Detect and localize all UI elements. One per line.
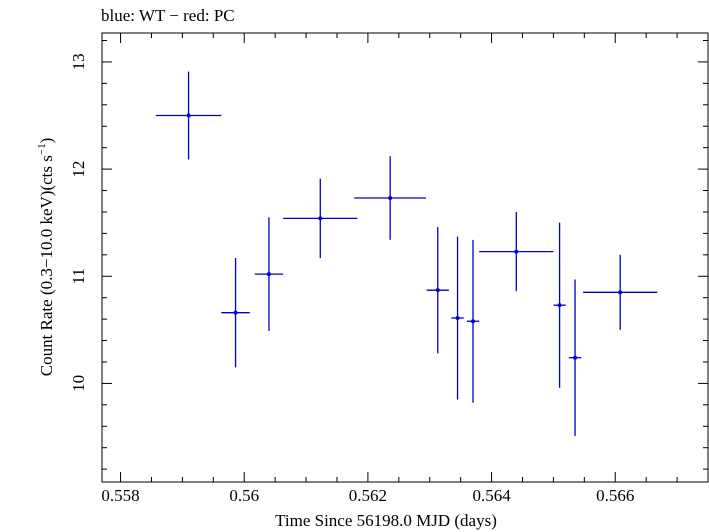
data-point [568, 279, 582, 436]
chart-title: blue: WT − red: PC [101, 6, 235, 25]
y-tick-label: 10 [69, 375, 88, 392]
point-marker [455, 316, 460, 321]
data-point [426, 226, 449, 354]
y-axis-label-sup: −1 [36, 143, 48, 155]
point-marker [186, 113, 191, 118]
data-point [155, 71, 222, 160]
point-marker [557, 303, 562, 308]
y-tick-label: 12 [69, 161, 88, 178]
point-marker [471, 319, 476, 324]
data-point [466, 239, 480, 403]
x-tick-label: 0.56 [229, 486, 259, 505]
y-axis-label: Count Rate (0.3−10.0 keV)(cts s−1) [36, 138, 56, 377]
data-point [451, 236, 464, 400]
point-marker [266, 272, 271, 277]
point-marker [514, 249, 519, 254]
point-marker [573, 355, 578, 360]
point-marker [618, 290, 623, 295]
data-point [254, 217, 284, 331]
data-point [221, 258, 250, 368]
data-series [155, 71, 658, 436]
x-tick-label: 0.564 [472, 486, 511, 505]
x-tick-label: 0.558 [101, 486, 139, 505]
point-marker [435, 288, 440, 293]
y-axis-label-close: ) [37, 138, 56, 144]
x-tick-label: 0.566 [596, 486, 634, 505]
point-marker [318, 216, 323, 221]
plot-frame [101, 32, 709, 483]
y-axis-label-main: Count Rate (0.3−10.0 keV)(cts s [37, 155, 56, 376]
y-tick-label: 11 [69, 268, 88, 284]
data-point [583, 254, 658, 330]
data-point [354, 156, 427, 240]
data-point [283, 178, 358, 259]
data-point [479, 211, 554, 292]
point-marker [233, 310, 238, 315]
x-tick-label: 0.562 [349, 486, 387, 505]
point-marker [388, 196, 393, 201]
data-point [553, 222, 566, 388]
y-tick-label: 13 [69, 53, 88, 70]
y-axis: 10 11 12 13 [69, 40, 708, 470]
x-axis-label: Time Since 56198.0 MJD (days) [275, 511, 497, 530]
x-axis: 0.558 0.56 0.562 0.564 0.566 [101, 33, 709, 505]
